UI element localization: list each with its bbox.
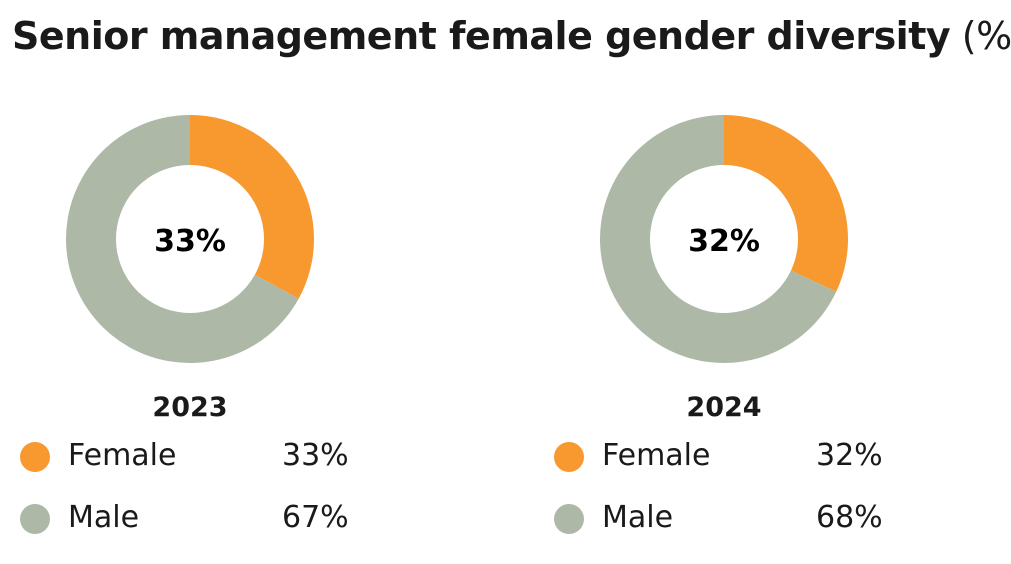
donut-chart-2023: 33%	[66, 114, 314, 363]
donut-chart-2024: 32%	[600, 114, 848, 363]
legend-male-value: 68%	[816, 500, 883, 535]
legend-female-label: Female	[602, 438, 711, 473]
title-unit: (%)	[961, 14, 1011, 58]
legend-male-label: Male	[602, 500, 674, 535]
legend-female-swatch	[20, 442, 50, 472]
legend-male-swatch	[20, 504, 50, 534]
legend-female-value: 33%	[282, 438, 349, 473]
donut-center-label: 32%	[688, 224, 760, 259]
legend-male-value: 67%	[282, 500, 349, 535]
donut-slices	[66, 114, 314, 363]
donut-panel-2023: 33% 2023 Female 33% Male 67%	[10, 0, 410, 564]
donut-slice-male	[600, 114, 837, 363]
legend-item-male: Male 67%	[10, 500, 390, 540]
donut-slices	[600, 114, 848, 363]
legend-item-male: Male 68%	[544, 500, 924, 540]
page-title: Senior management female gender diversit…	[12, 14, 1011, 58]
legend-male-label: Male	[68, 500, 140, 535]
donut-year-label: 2024	[686, 392, 762, 423]
legend-female-value: 32%	[816, 438, 883, 473]
donut-center-label: 33%	[154, 224, 226, 259]
donut-slice-female	[190, 115, 314, 299]
donut-year-label: 2023	[152, 392, 228, 423]
donut-slice-female	[724, 115, 848, 292]
legend-male-swatch	[554, 504, 584, 534]
legend-item-female: Female 32%	[544, 438, 924, 478]
legend-female-label: Female	[68, 438, 177, 473]
donut-slice-male	[66, 114, 299, 363]
title-main: Senior management female gender diversit…	[12, 14, 951, 58]
donut-panel-2024: 32% 2024 Female 32% Male 68%	[544, 0, 944, 564]
legend-female-swatch	[554, 442, 584, 472]
legend-item-female: Female 33%	[10, 438, 390, 478]
